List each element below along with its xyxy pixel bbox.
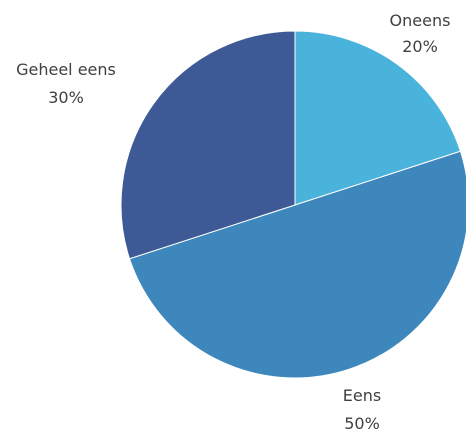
slice-category-label: Geheel eens [16,60,116,79]
pie-slice-eens [128,150,466,379]
slice-percent-label: 30% [48,88,84,107]
pie-slice-geheel-eens [120,30,296,260]
slice-category-label: Eens [343,386,381,405]
slice-percent-label: 50% [344,414,380,433]
slice-category-label: Oneens [390,11,451,30]
pie-slices [120,30,466,379]
pie-labels: Oneens 20% Eens 50% Geheel eens 30% [16,11,450,433]
pie-slice-oneens [294,30,462,206]
slice-percent-label: 20% [402,37,438,56]
